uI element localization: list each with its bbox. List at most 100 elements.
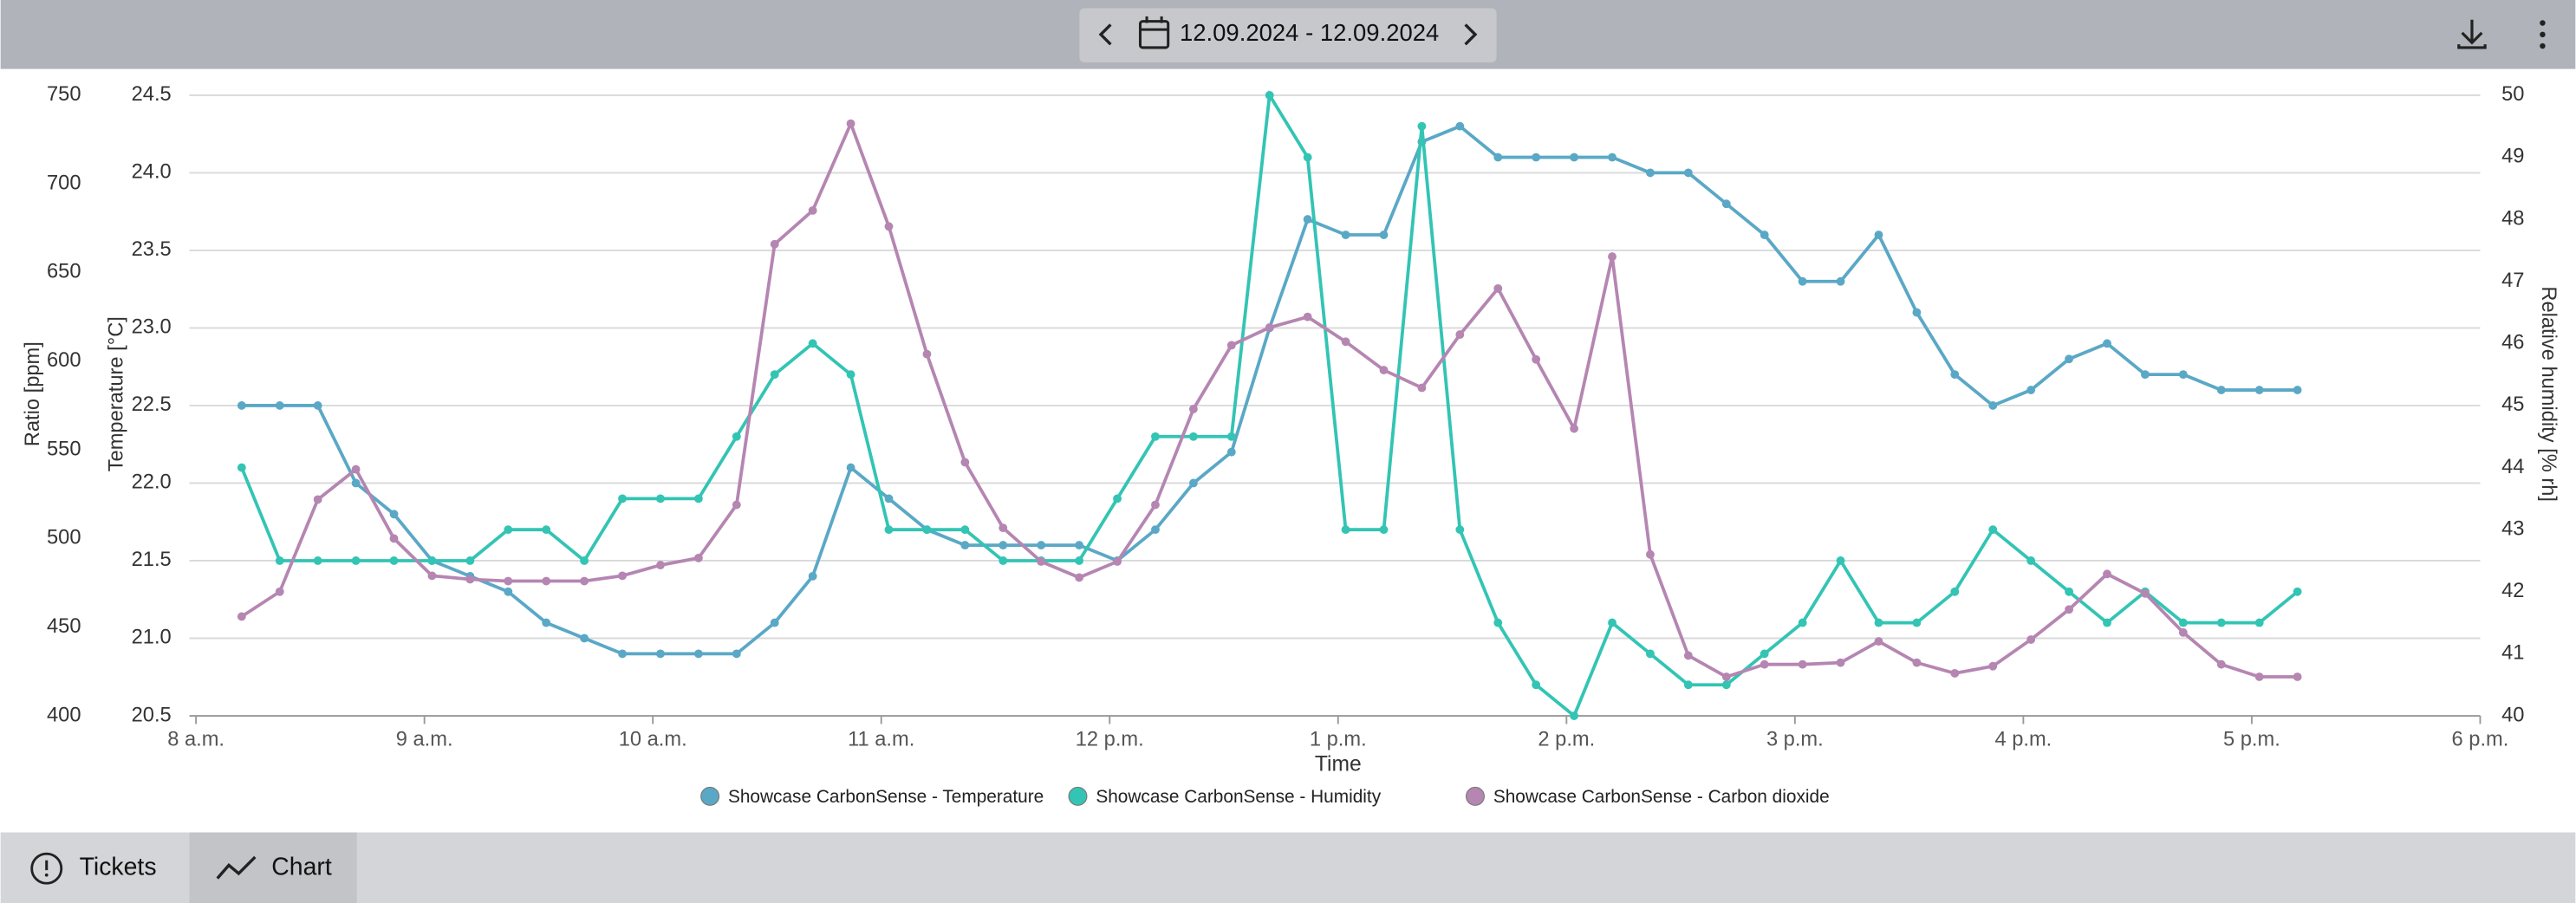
data-point [960,458,970,467]
data-point [1265,90,1274,100]
data-point [1188,432,1198,441]
y2-tick-label: 21.0 [132,627,172,649]
y-tick-label: 600 [47,349,81,372]
data-point [1113,494,1122,503]
data-point [2293,672,2302,681]
legend-marker [1068,786,1088,806]
data-point [999,523,1008,533]
data-point [1988,401,1998,410]
data-point [732,500,741,510]
x-tick-label: 3 p.m. [1766,729,1824,751]
y2-axis-label: Temperature [°C] [105,316,127,471]
data-point [1493,153,1503,162]
data-point [618,649,627,659]
data-point [275,587,284,596]
x-tick-label: 9 a.m. [396,729,453,751]
data-point [770,618,779,627]
data-point [313,556,322,565]
data-point [770,239,779,249]
legend-label: Showcase CarbonSense - Temperature [728,787,1044,807]
chart-icon [216,855,257,880]
data-point [389,510,399,519]
x-tick-label: 6 p.m. [2452,729,2509,751]
data-point [1226,341,1236,350]
data-point [313,401,322,410]
data-point [2178,618,2188,627]
data-point [1417,383,1427,393]
data-point [2216,618,2226,627]
date-range: 12.09.2024 - 12.09.2024 [1180,19,1439,46]
data-point [693,649,703,659]
prev-icon[interactable] [1098,23,1112,46]
data-point [542,525,551,535]
data-point [1950,370,1960,380]
data-point [1570,711,1579,720]
data-point [1226,447,1236,457]
x-tick-label: 5 p.m. [2223,729,2280,751]
download-icon[interactable] [2457,19,2487,49]
data-point [351,556,361,565]
data-point [1037,541,1046,550]
data-point [808,339,817,348]
y-axis-label: Ratio [ppm] [22,341,44,446]
data-point [1760,231,1769,239]
data-point [1988,525,1998,535]
data-point [732,432,741,441]
alert-icon [30,852,63,885]
x-tick-label: 2 p.m. [1538,729,1595,751]
legend-marker [1465,786,1485,806]
data-point [1988,661,1998,671]
y-tick-label: 550 [47,438,81,460]
data-point [770,370,779,380]
data-point [1798,659,1807,669]
data-point [2293,386,2302,394]
data-point [1151,432,1160,441]
data-point [1760,649,1769,659]
chart-tab[interactable]: Chart [189,832,357,903]
data-point [1532,354,1541,364]
y3-tick-label: 46 [2501,332,2524,354]
data-point [2178,627,2188,637]
next-icon[interactable] [1464,23,1478,46]
data-point [2141,370,2150,380]
menu-icon[interactable] [2540,20,2546,49]
data-point [2216,659,2226,669]
data-point [351,464,361,474]
data-point [1646,649,1655,659]
x-tick-label: 4 p.m. [1994,729,2052,751]
y2-tick-label: 22.0 [132,471,172,494]
date-picker[interactable]: 12.09.2024 - 12.09.2024 [1079,8,1497,62]
data-point [1188,405,1198,413]
x-tick-label: 11 a.m. [848,729,914,751]
x-tick-label: 8 a.m. [167,729,224,751]
tickets-tab[interactable]: Tickets [30,852,157,885]
data-point [580,576,589,586]
data-point [1341,231,1350,239]
data-point [2216,386,2226,394]
data-point [960,541,970,550]
data-point [693,553,703,562]
data-point [1188,478,1198,488]
legend-label: Showcase CarbonSense - Carbon dioxide [1493,787,1830,807]
data-point [1608,153,1617,162]
data-point [1532,153,1541,162]
data-point [1683,168,1693,178]
data-point [580,556,589,565]
data-point [1341,525,1350,535]
data-point [1798,618,1807,627]
data-point [2254,386,2264,394]
data-point [1303,153,1312,162]
data-point [1417,121,1427,131]
data-point [693,494,703,503]
data-point [1608,252,1617,262]
data-point [1303,215,1312,224]
data-point [1075,556,1084,565]
data-point [656,494,665,503]
y3-tick-label: 49 [2501,146,2524,168]
tab-label: Chart [271,854,332,881]
data-point [427,556,437,565]
legend-marker [700,786,720,806]
y3-tick-label: 50 [2501,83,2524,106]
data-point [389,556,399,565]
data-point [1379,231,1389,239]
